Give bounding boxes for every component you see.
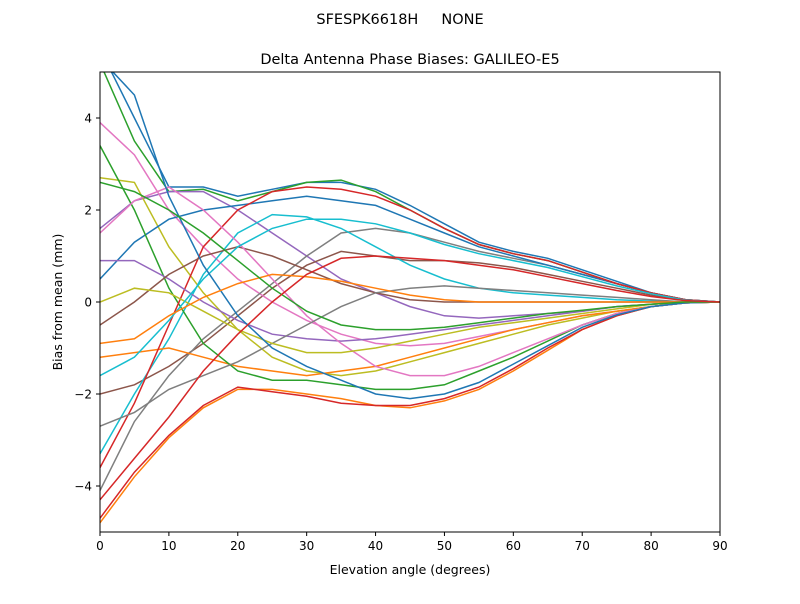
- x-tick-label: 80: [643, 539, 658, 553]
- series-line-s20: [100, 218, 720, 377]
- series-line-s19: [100, 287, 720, 354]
- series-line-s2: [100, 301, 720, 524]
- y-tick-label: −4: [74, 480, 92, 494]
- x-tick-label: 0: [96, 539, 104, 553]
- suptitle: SFESPK6618H NONE: [316, 12, 483, 28]
- x-tick-label: 70: [575, 539, 590, 553]
- series-line-s21: [111, 72, 720, 400]
- y-axis-label: Bias from mean (mm): [50, 234, 65, 371]
- x-tick-label: 10: [161, 539, 176, 553]
- y-tick-label: 0: [84, 296, 92, 310]
- x-tick-label: 90: [712, 539, 727, 553]
- x-tick-label: 40: [368, 539, 383, 553]
- x-tick-label: 60: [506, 539, 521, 553]
- x-axis-label: Elevation angle (degrees): [330, 562, 491, 577]
- series-line-s10: [100, 213, 720, 455]
- series-lines: [100, 72, 720, 524]
- y-tick-label: 2: [84, 204, 92, 218]
- series-line-s8: [100, 227, 720, 491]
- y-tick-label: 4: [84, 112, 92, 126]
- series-line-s3: [103, 72, 720, 303]
- x-tick-label: 30: [299, 539, 314, 553]
- series-line-s14: [100, 186, 720, 468]
- series-line-s6: [100, 250, 720, 395]
- x-tick-label: 50: [437, 539, 452, 553]
- series-line-s23: [100, 181, 720, 331]
- series-line-s1: [110, 72, 720, 303]
- y-tick-label: −2: [74, 388, 92, 402]
- y-axis: −4 −2 0 2 4: [74, 112, 100, 494]
- series-line-s12: [100, 301, 720, 377]
- series-line-s24: [100, 255, 720, 501]
- series-line-s18: [100, 285, 720, 427]
- chart-title: Delta Antenna Phase Biases: GALILEO-E5: [260, 52, 559, 68]
- series-line-s4: [100, 301, 720, 519]
- series-line-s22: [100, 273, 720, 345]
- series-line-s13: [100, 145, 720, 391]
- x-tick-label: 20: [230, 539, 245, 553]
- series-line-s17: [100, 186, 720, 377]
- x-axis: 0 10 20 30 40 50 60 70 80 90: [96, 532, 728, 553]
